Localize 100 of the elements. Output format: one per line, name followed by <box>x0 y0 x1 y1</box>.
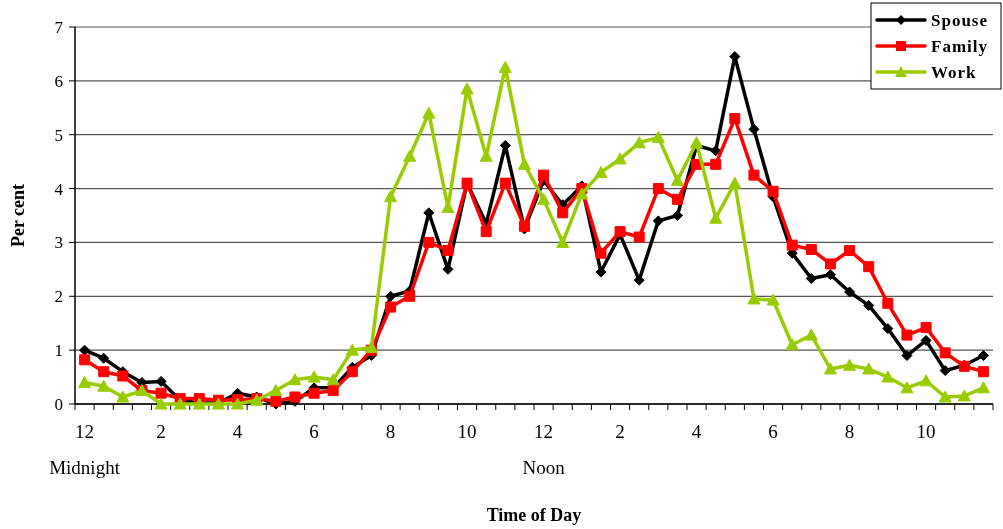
point <box>98 352 110 364</box>
x-tick-label: 12 Midnight <box>49 421 121 478</box>
point <box>671 210 683 221</box>
x-tick-label: 2 <box>156 421 166 442</box>
point <box>346 366 358 378</box>
point <box>173 397 187 410</box>
point <box>805 273 817 285</box>
point <box>423 236 435 248</box>
point <box>364 340 378 353</box>
point <box>767 185 779 197</box>
point <box>345 343 359 356</box>
point <box>326 373 340 386</box>
y-tick-label: 4 <box>54 179 64 199</box>
point <box>404 290 416 302</box>
point <box>824 258 836 270</box>
point <box>823 362 837 375</box>
point <box>155 387 167 399</box>
point <box>460 82 474 95</box>
point <box>882 323 894 335</box>
point <box>499 177 511 189</box>
point <box>556 235 570 248</box>
point <box>289 391 301 403</box>
y-tick-label: 5 <box>54 125 63 145</box>
x-tick-label: 8 <box>844 421 855 442</box>
point <box>498 60 512 73</box>
point <box>116 390 130 403</box>
point <box>537 192 551 205</box>
point <box>557 207 569 219</box>
legend-label: Family <box>931 36 988 56</box>
point <box>613 152 627 165</box>
point <box>480 226 492 238</box>
legend-label: Work <box>931 62 977 82</box>
point <box>154 397 168 410</box>
point <box>670 173 684 186</box>
point <box>881 370 895 383</box>
point <box>901 329 913 341</box>
point <box>709 211 723 224</box>
point <box>288 373 302 386</box>
point <box>863 299 875 311</box>
point <box>785 338 799 351</box>
y-tick-label: 0 <box>54 394 63 414</box>
point <box>690 136 704 149</box>
x-tick-label: 12 Noon <box>522 421 566 478</box>
point <box>939 365 951 377</box>
point <box>632 136 646 149</box>
point <box>728 176 742 189</box>
point <box>748 169 760 181</box>
point <box>78 375 92 388</box>
y-tick-label: 1 <box>54 341 63 361</box>
x-tick-label: 2 <box>615 421 625 442</box>
point <box>652 215 664 227</box>
point <box>651 130 665 143</box>
point <box>882 297 894 309</box>
point <box>747 292 761 305</box>
point <box>804 328 818 341</box>
point <box>117 370 129 382</box>
point <box>538 169 550 181</box>
point <box>900 381 914 394</box>
point <box>384 190 398 203</box>
point <box>977 366 989 378</box>
y-tick-label: 2 <box>54 287 63 307</box>
point <box>957 389 971 402</box>
point <box>385 301 397 313</box>
y-axis-title: Per cent <box>8 183 28 248</box>
point <box>307 370 321 383</box>
point <box>862 362 876 375</box>
x-tick-label: 8 <box>385 421 396 442</box>
point <box>843 358 857 371</box>
point <box>766 293 780 306</box>
y-tick-label: 7 <box>54 17 64 37</box>
point <box>308 387 320 399</box>
x-tick-label: 4 <box>691 421 702 442</box>
point <box>729 113 741 125</box>
x-tick-label: 10 <box>916 421 936 442</box>
x-tick-label: 10 <box>457 421 477 442</box>
point <box>442 245 454 257</box>
point <box>671 193 683 205</box>
point <box>652 183 664 195</box>
point <box>920 334 932 346</box>
point <box>748 123 760 135</box>
point <box>844 286 856 298</box>
x-tick-label: 6 <box>309 421 319 442</box>
point <box>98 366 110 378</box>
legend-label: Spouse <box>931 10 989 30</box>
point <box>938 390 952 403</box>
point <box>595 247 607 259</box>
point <box>710 158 722 170</box>
point <box>422 106 436 119</box>
point <box>863 261 875 273</box>
point <box>977 350 989 362</box>
point <box>939 347 951 359</box>
point <box>901 350 913 362</box>
point <box>269 384 283 397</box>
point <box>517 157 531 170</box>
point <box>594 165 608 178</box>
point <box>844 245 856 257</box>
y-tick-label: 6 <box>54 71 63 91</box>
point <box>79 344 91 356</box>
point <box>805 243 817 255</box>
point <box>403 149 417 162</box>
